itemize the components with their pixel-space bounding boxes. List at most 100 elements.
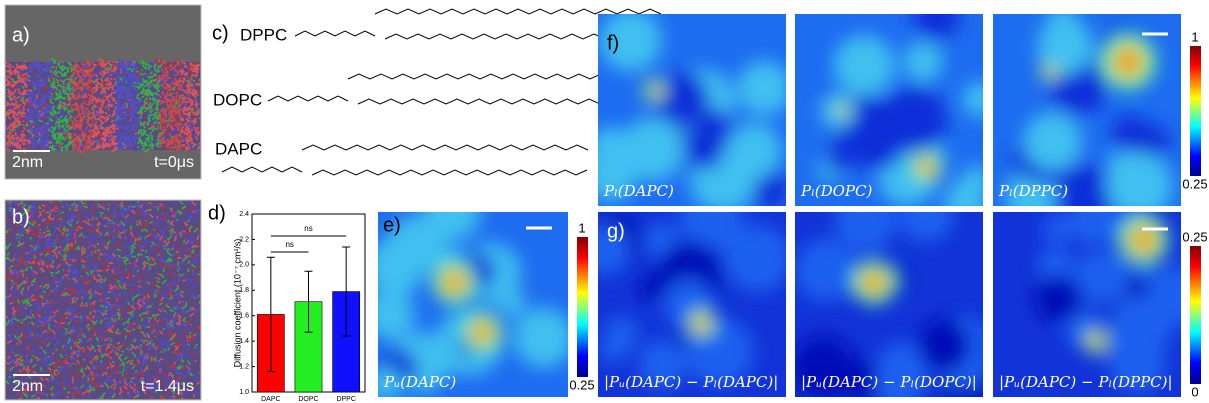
lipid-stroke xyxy=(96,127,99,130)
lipid-stroke xyxy=(17,70,20,75)
lipid-stroke xyxy=(84,208,87,211)
lipid-stroke xyxy=(53,372,58,377)
lipid-stroke xyxy=(100,298,105,303)
lipid-stroke xyxy=(151,116,157,120)
lipid-stroke xyxy=(52,133,57,138)
lipid-stroke xyxy=(168,95,173,99)
lipid-stroke xyxy=(127,205,131,210)
lipid-stroke xyxy=(59,319,63,323)
lipid-stroke xyxy=(124,237,128,241)
lipid-stroke xyxy=(69,316,74,321)
lipid-stroke xyxy=(86,140,90,144)
lipid-stroke xyxy=(129,110,132,114)
lipid-stroke xyxy=(32,363,37,368)
lipid-stroke xyxy=(107,303,113,309)
lipid-stroke xyxy=(119,270,124,275)
lipid-stroke xyxy=(42,69,45,72)
lipid-stroke xyxy=(114,80,117,85)
lipid-stroke xyxy=(138,81,142,84)
lipid-stroke xyxy=(51,352,55,355)
lipid-stroke xyxy=(120,103,124,107)
lipid-stroke xyxy=(39,98,44,102)
lipid-stroke xyxy=(20,96,25,102)
lipid-stroke xyxy=(124,335,128,340)
lipid-stroke xyxy=(148,376,154,380)
lipid-stroke xyxy=(173,315,178,320)
lipid-stroke xyxy=(7,133,11,138)
lipid-stroke xyxy=(146,326,151,329)
lipid-stroke xyxy=(114,127,119,130)
lipid-stroke xyxy=(160,293,165,297)
lipid-stroke xyxy=(145,239,151,244)
lipid-stroke xyxy=(89,387,93,392)
lipid-stroke xyxy=(189,91,192,94)
lipid-stroke xyxy=(86,110,91,115)
lipid-stroke xyxy=(161,342,165,346)
lipid-stroke xyxy=(148,105,153,110)
lipid-stroke xyxy=(14,144,19,149)
lipid-stroke xyxy=(155,376,159,380)
lipid-stroke xyxy=(7,366,10,370)
lipid-stroke xyxy=(185,108,188,111)
lipid-stroke xyxy=(22,375,27,378)
lipid-stroke xyxy=(161,279,167,285)
lipid-stroke xyxy=(116,248,122,252)
lipid-stroke xyxy=(90,320,96,324)
lipid-stroke xyxy=(131,121,135,125)
lipid-stroke xyxy=(30,219,35,225)
lipid-stroke xyxy=(29,309,33,314)
lipid-stroke xyxy=(55,141,58,144)
lipid-stroke xyxy=(99,351,104,355)
lipid-stroke xyxy=(37,111,42,114)
lipid-stroke xyxy=(185,147,189,152)
lipid-stroke xyxy=(131,93,135,98)
lipid-stroke xyxy=(174,135,177,140)
lipid-stroke xyxy=(187,279,193,283)
lipid-stroke xyxy=(143,101,149,106)
lipid-stroke xyxy=(80,117,85,120)
lipid-stroke xyxy=(108,80,113,84)
lipid-stroke xyxy=(111,221,116,225)
lipid-stroke xyxy=(32,260,36,263)
lipid-stroke xyxy=(147,85,151,89)
lipid-stroke xyxy=(145,354,148,358)
lipid-stroke xyxy=(181,205,187,210)
lipid-stroke xyxy=(80,252,86,256)
lipid-stroke xyxy=(43,85,49,90)
lipid-stroke xyxy=(190,208,194,213)
lipid-stroke xyxy=(120,257,123,262)
lipid-stroke xyxy=(115,120,121,126)
lipid-stroke xyxy=(96,348,100,352)
lipid-stroke xyxy=(173,271,177,276)
lipid-stroke xyxy=(193,60,196,65)
lipid-stroke xyxy=(33,397,36,399)
lipid-stroke xyxy=(42,321,49,327)
lipid-stroke xyxy=(21,73,25,77)
lipid-stroke xyxy=(139,143,142,147)
lipid-stroke xyxy=(6,65,12,70)
lipid-stroke xyxy=(164,212,168,216)
lipid-stroke xyxy=(88,346,94,352)
lipid-stroke xyxy=(16,123,20,128)
lipid-stroke xyxy=(179,65,183,69)
lipid-stroke xyxy=(150,147,153,150)
lipid-stroke xyxy=(26,78,32,82)
lipid-stroke xyxy=(132,97,136,101)
lipid-stroke xyxy=(74,282,79,288)
lipid-stroke xyxy=(140,89,144,94)
lipid-stroke xyxy=(61,107,64,110)
lipid-stroke xyxy=(9,373,13,378)
lipid-stroke xyxy=(44,125,50,130)
lipid-stroke xyxy=(94,202,97,207)
lipid-stroke xyxy=(7,116,12,120)
lipid-stroke xyxy=(112,98,115,102)
lipid-stroke xyxy=(47,139,53,143)
lipid-stroke xyxy=(134,345,141,351)
lipid-stroke xyxy=(183,328,186,331)
lipid-stroke xyxy=(168,132,172,137)
lipid-stroke xyxy=(76,352,81,356)
lipid-stroke xyxy=(60,65,63,69)
lipid-stroke xyxy=(120,230,126,235)
lipid-stroke xyxy=(116,75,119,80)
lipid-stroke xyxy=(60,293,66,297)
